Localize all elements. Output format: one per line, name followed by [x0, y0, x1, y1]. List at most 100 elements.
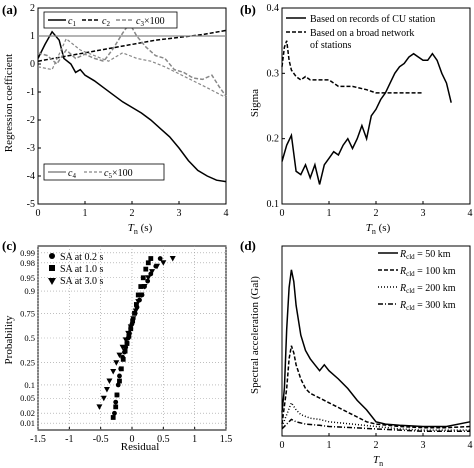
- point-circle: [145, 278, 151, 284]
- legend-label-c4: c4: [68, 168, 76, 180]
- point-triangle: [130, 316, 137, 322]
- panel-label-d: (d): [240, 238, 256, 253]
- y-tick-label-b: 0.4: [267, 3, 280, 14]
- x-tick-label-c: -1.5: [30, 434, 46, 445]
- point-circle: [115, 382, 121, 388]
- x-tick-label-a: 1: [83, 208, 88, 219]
- series-line-dash-b: [281, 40, 423, 94]
- x-tick-label-c: 1.5: [220, 434, 233, 445]
- xlabel-a-sub: n: [134, 227, 138, 236]
- legend-a-top: c1 c2 c3×100: [43, 11, 178, 29]
- y-tick-label-c: 0.95: [20, 273, 35, 283]
- legend-c: SA at 0.2 s SA at 1.0 s SA at 3.0 s: [48, 252, 103, 287]
- y-tick-label-a: -1: [27, 87, 35, 98]
- point-square: [132, 310, 137, 316]
- y-tick-label-c: 0.25: [20, 358, 35, 368]
- point-triangle: [110, 369, 117, 375]
- x-tick-label-b: 3: [421, 208, 426, 219]
- y-tick-label-c: 0.01: [20, 418, 35, 428]
- panel-a: 0 1 2 3 4 -5 -4 -3 -2 -1 0 1 2: [27, 3, 229, 219]
- y-tick-label-a: 1: [30, 31, 35, 42]
- point-square: [143, 266, 149, 272]
- panel-d: 0 1 2 3 4: [280, 245, 473, 451]
- legend-label-300: Rcld = 300 km: [399, 300, 456, 312]
- xlabel-a-unit: (s): [138, 222, 153, 234]
- point-triangle: [96, 404, 103, 410]
- y-tick-label-c: 0.05: [20, 393, 35, 403]
- legend-d: Rcld = 50 km Rcld = 100 km Rcld = 200 km…: [378, 249, 456, 312]
- x-tick-label-d: 4: [468, 440, 473, 451]
- point-circle: [117, 373, 122, 379]
- x-tick-label-a: 3: [177, 208, 182, 219]
- x-tick-label-d: 1: [327, 440, 332, 451]
- legend-label-broad-1: Based on a broad network: [310, 28, 414, 39]
- point-square: [130, 318, 136, 324]
- y-tick-label-b: 0.1: [267, 199, 280, 210]
- y-tick-label-a: 2: [30, 3, 35, 14]
- xlabel-b: Tn (s): [366, 222, 391, 236]
- point-triangle: [116, 352, 123, 359]
- x-tick-label-b: 1: [327, 208, 332, 219]
- xlabel-b-main: T: [366, 222, 373, 234]
- point-triangle: [119, 344, 126, 351]
- point-circle: [157, 256, 163, 261]
- point-square: [135, 292, 141, 298]
- point-triangle: [106, 378, 113, 385]
- legend-label-200: Rcld = 200 km: [399, 283, 456, 295]
- ylabel-d: Spectral acceleration (Gal): [249, 276, 261, 394]
- x-tick-label-b: 0: [280, 208, 285, 219]
- panel-b: 0 1 2 3 4 0.1 0.2 0.3 0.4: [267, 3, 473, 219]
- point-square: [118, 366, 124, 372]
- legend-marker-triangle: [48, 278, 56, 285]
- x-tick-label-d: 2: [374, 440, 379, 451]
- y-tick-label-c: 0.99: [20, 248, 35, 258]
- panel-label-a: (a): [2, 2, 17, 17]
- point-triangle: [122, 337, 129, 343]
- legend-label-sa10: SA at 1.0 s: [60, 264, 103, 275]
- x-tick-label-c: -1: [65, 434, 73, 445]
- xlabel-d-sub: n: [379, 459, 383, 468]
- x-tick-label-c: 0: [130, 434, 135, 445]
- legend-label-sa02: SA at 0.2 s: [60, 252, 103, 263]
- ylabel-a: Regression coefficient: [3, 54, 15, 152]
- point-triangle: [149, 269, 156, 275]
- xlabel-b-sub: n: [372, 227, 376, 236]
- point-square: [117, 378, 122, 384]
- point-square: [110, 415, 116, 420]
- point-triangle: [103, 386, 110, 393]
- point-triangle: [132, 308, 139, 314]
- point-square: [122, 348, 128, 354]
- y-tick-label-c: 0.9: [24, 286, 35, 296]
- point-triangle: [113, 360, 120, 366]
- point-triangle: [125, 330, 132, 337]
- point-square: [145, 260, 151, 266]
- panel-c: -1.5 -1 -0.5 0 0.5 1 1.5 0.010.02 0.05 0.1 0.25 0.5…: [20, 245, 233, 445]
- point-triangle: [138, 292, 145, 298]
- series-line-solid-b: [281, 52, 452, 185]
- point-square: [124, 341, 130, 346]
- x-tick-label-b: 2: [374, 208, 379, 219]
- series-line-c3100: [37, 22, 227, 97]
- point-square: [126, 333, 132, 339]
- x-tick-label-a: 4: [224, 208, 229, 219]
- legend-label-100: Rcld = 100 km: [399, 266, 456, 278]
- series-line-c1: [37, 30, 227, 183]
- xlabel-d-main: T: [373, 454, 380, 466]
- legend-label-c5: c5×100: [104, 168, 133, 180]
- y-tick-label-c: 0.75: [20, 308, 35, 318]
- legend-label-c2: c2: [102, 16, 110, 28]
- x-tick-label-c: -0.5: [93, 434, 109, 445]
- point-square: [120, 356, 126, 362]
- y-tick-label-a: -2: [27, 115, 35, 126]
- point-circle: [112, 410, 117, 416]
- legend-label-sa30: SA at 3.0 s: [60, 276, 103, 287]
- xlabel-d: Tn: [373, 454, 383, 468]
- point-circle: [113, 399, 119, 405]
- point-triangle: [145, 275, 152, 281]
- legend-a-bottom: c4 c5×100: [43, 163, 165, 181]
- point-square: [133, 302, 139, 307]
- legend-marker-square: [49, 265, 55, 271]
- panel-label-b: (b): [240, 2, 256, 17]
- ylabel-c: Probability: [3, 315, 15, 364]
- point-triangle: [169, 256, 176, 262]
